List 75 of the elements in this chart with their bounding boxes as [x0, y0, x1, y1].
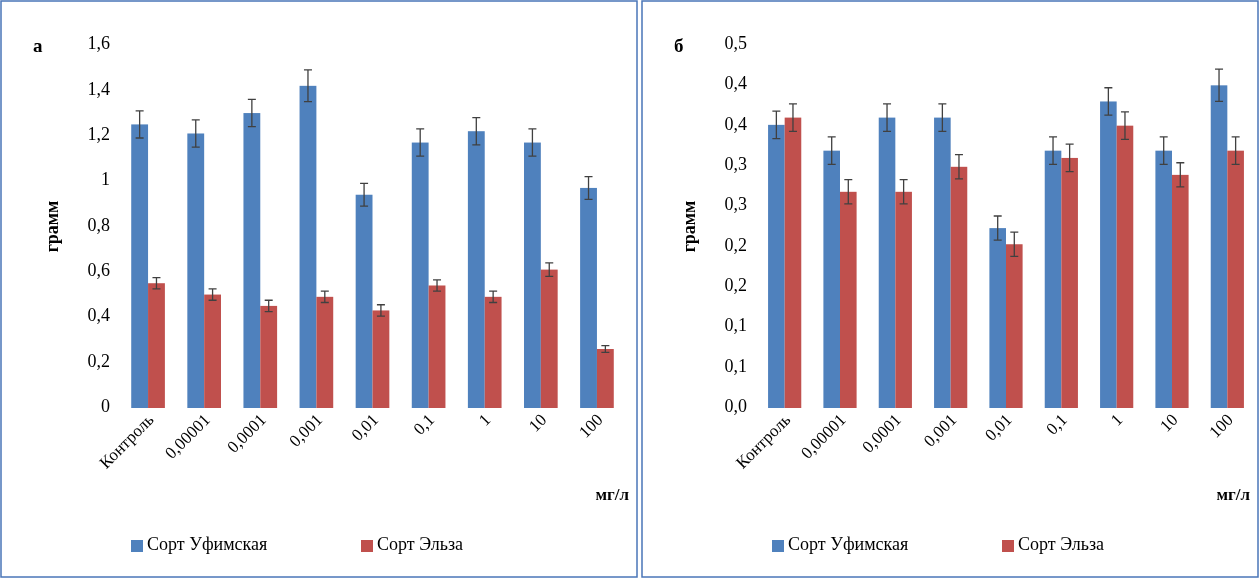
legend-label: Сорт Эльза	[1018, 534, 1105, 555]
bar	[840, 191, 857, 408]
y-axis-title: грамм	[42, 200, 62, 253]
y-tick-label: 0	[101, 396, 110, 417]
bar	[524, 142, 541, 408]
bar	[768, 124, 785, 408]
bar	[428, 285, 446, 408]
legend-label: Сорт Уфимская	[147, 534, 268, 555]
legend-label: Сорт Уфимская	[788, 534, 909, 555]
y-tick-label: 0,2	[87, 350, 110, 371]
bar	[878, 117, 896, 408]
y-tick-label: 0,8	[87, 214, 110, 235]
bar	[895, 191, 912, 408]
bar	[299, 85, 317, 408]
y-tick-label: 0,4	[724, 73, 747, 94]
bar	[372, 310, 390, 408]
bar	[989, 228, 1006, 408]
bar	[1155, 150, 1172, 408]
y-tick-label: 0,6	[87, 260, 110, 280]
x-tick-label: 100	[575, 410, 607, 442]
x-axis-title: мг/л	[1216, 485, 1251, 504]
bar	[355, 194, 373, 408]
x-tick-label: 0,1	[409, 410, 439, 439]
y-tick-label: 1,2	[87, 123, 110, 144]
bar	[1227, 150, 1244, 408]
bar	[260, 305, 278, 408]
y-tick-label: 0,1	[724, 355, 747, 376]
y-tick-label: 0,3	[724, 154, 747, 175]
bar	[131, 124, 149, 408]
bar	[1210, 85, 1228, 408]
bar	[784, 117, 802, 408]
bar	[1172, 174, 1189, 408]
y-axis-title: грамм	[679, 200, 699, 253]
x-axis-title: мг/л	[595, 485, 630, 504]
bar	[243, 113, 261, 408]
bar	[316, 296, 334, 408]
y-tick-label: 0,4	[724, 113, 747, 134]
bar	[187, 133, 205, 408]
y-tick-label: 0,3	[724, 194, 747, 215]
y-tick-label: 0,4	[87, 305, 110, 326]
bar	[467, 131, 485, 408]
y-tick-label: 0,5	[724, 33, 747, 54]
y-tick-label: 0,1	[724, 315, 747, 336]
bar	[411, 142, 429, 408]
y-tick-label: 0,2	[724, 275, 747, 296]
bar	[596, 349, 614, 408]
bar	[540, 269, 558, 408]
bar	[1100, 101, 1117, 408]
chart-title: б	[674, 35, 684, 56]
chart-title: а	[33, 35, 43, 56]
x-tick-label: 10	[1156, 410, 1182, 436]
x-tick-label: 1	[474, 410, 495, 430]
x-tick-label: 0,1	[1042, 410, 1071, 439]
bar	[204, 294, 221, 408]
x-tick-label: 100	[1205, 410, 1237, 442]
x-tick-label: 10	[524, 410, 551, 436]
bar	[1061, 157, 1078, 408]
y-tick-label: 1,6	[87, 33, 110, 54]
bar	[1006, 244, 1023, 408]
bar	[1044, 150, 1062, 408]
legend-label: Сорт Эльза	[377, 534, 464, 555]
x-tick-label: 0,01	[981, 410, 1016, 445]
bar	[1116, 125, 1134, 408]
x-tick-label: 1	[1106, 410, 1127, 430]
y-tick-label: 0,0	[724, 396, 747, 417]
y-tick-label: 1,4	[87, 78, 110, 99]
bar	[580, 187, 597, 408]
bar	[148, 283, 165, 408]
y-tick-label: 1	[101, 169, 110, 190]
bar	[484, 296, 502, 408]
bar	[823, 150, 840, 408]
y-tick-label: 0,2	[724, 234, 747, 255]
bar	[950, 166, 968, 408]
bar	[934, 117, 951, 408]
x-tick-label: 0,01	[347, 410, 383, 445]
